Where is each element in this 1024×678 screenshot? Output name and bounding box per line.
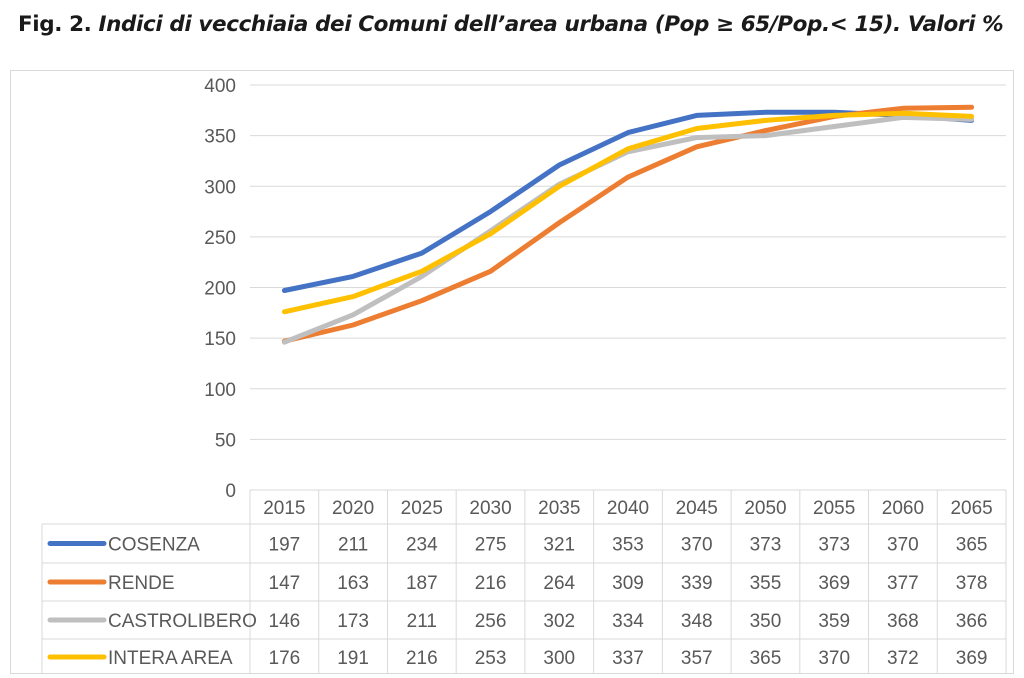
data-cell: 197 — [269, 535, 301, 556]
data-cell: 275 — [475, 535, 507, 556]
y-tick-label: 300 — [204, 177, 236, 198]
data-cell: 337 — [612, 648, 644, 669]
x-category-label: 2025 — [401, 498, 443, 519]
data-cell: 365 — [956, 535, 988, 556]
y-tick-label: 0 — [225, 481, 236, 502]
x-category-label: 2020 — [332, 498, 374, 519]
y-tick-label: 50 — [215, 430, 236, 451]
data-cell: 355 — [750, 573, 782, 594]
data-cell: 300 — [543, 648, 575, 669]
figure-title: Fig. 2. Indici di vecchiaia dei Comuni d… — [18, 12, 1004, 37]
x-category-label: 2045 — [676, 498, 718, 519]
line-chart: 0 50 100 150 200 250 300 350 400 2015 2020 2025 2030… — [41, 76, 1007, 673]
data-cell: 234 — [406, 535, 438, 556]
figure-title-text: Indici di vecchiaia dei Comuni dell’area… — [91, 12, 1004, 37]
data-cell: 373 — [818, 535, 850, 556]
chart-frame: 0 50 100 150 200 250 300 350 400 2015 2020 2025 2030… — [10, 70, 1014, 674]
data-cell: 211 — [338, 535, 368, 556]
data-cell: 302 — [543, 611, 575, 632]
data-cell: 176 — [269, 648, 301, 669]
data-cell: 321 — [543, 535, 575, 556]
data-cell: 256 — [475, 611, 507, 632]
x-category-label: 2035 — [538, 498, 580, 519]
data-cell: 370 — [887, 535, 919, 556]
data-cell: 348 — [681, 611, 713, 632]
data-cell: 372 — [887, 648, 919, 669]
data-cell: 359 — [818, 611, 850, 632]
data-cell: 264 — [543, 573, 575, 594]
data-cell: 357 — [681, 648, 713, 669]
data-cell: 377 — [887, 573, 919, 594]
y-tick-label: 250 — [204, 228, 236, 249]
x-category-label: 2060 — [882, 498, 924, 519]
x-category-label: 2050 — [744, 498, 786, 519]
data-cell: 339 — [681, 573, 713, 594]
y-tick-label: 350 — [204, 127, 236, 148]
data-cell: 370 — [681, 535, 713, 556]
data-cell: 187 — [406, 573, 438, 594]
data-cell: 147 — [269, 573, 301, 594]
data-cell: 365 — [750, 648, 782, 669]
data-cell: 370 — [818, 648, 850, 669]
y-tick-label: 200 — [204, 279, 236, 300]
x-category-label: 2040 — [607, 498, 649, 519]
data-cell: 368 — [887, 611, 919, 632]
data-cell: 309 — [612, 573, 644, 594]
y-tick-label: 400 — [204, 76, 236, 97]
series-name: COSENZA — [108, 535, 200, 556]
series-line — [281, 109, 975, 293]
data-cell: 173 — [337, 611, 369, 632]
data-cell: 350 — [750, 611, 782, 632]
series-name: INTERA AREA — [108, 648, 233, 669]
data-cell: 146 — [269, 611, 301, 632]
data-cell: 216 — [475, 573, 507, 594]
series-line — [281, 104, 975, 344]
data-cell: 191 — [337, 648, 369, 669]
data-cell: 334 — [612, 611, 644, 632]
data-cell: 216 — [406, 648, 438, 669]
x-category-label: 2030 — [469, 498, 511, 519]
series-line — [281, 114, 975, 345]
data-cell: 369 — [818, 573, 850, 594]
data-cell: 211 — [407, 611, 437, 632]
series-name: CASTROLIBERO — [108, 611, 257, 632]
x-category-label: 2055 — [813, 498, 855, 519]
y-tick-label: 150 — [204, 329, 236, 350]
data-cell: 378 — [956, 573, 988, 594]
data-cell: 373 — [750, 535, 782, 556]
x-category-label: 2065 — [950, 498, 992, 519]
data-cell: 253 — [475, 648, 507, 669]
x-category-label: 2015 — [263, 498, 305, 519]
series-name: RENDE — [108, 573, 175, 594]
data-cell: 353 — [612, 535, 644, 556]
figure-title-lead: Fig. 2. — [18, 12, 92, 37]
series-line — [281, 110, 975, 315]
data-cell: 369 — [956, 648, 988, 669]
data-cell: 366 — [956, 611, 988, 632]
y-tick-label: 100 — [204, 380, 236, 401]
data-cell: 163 — [337, 573, 369, 594]
